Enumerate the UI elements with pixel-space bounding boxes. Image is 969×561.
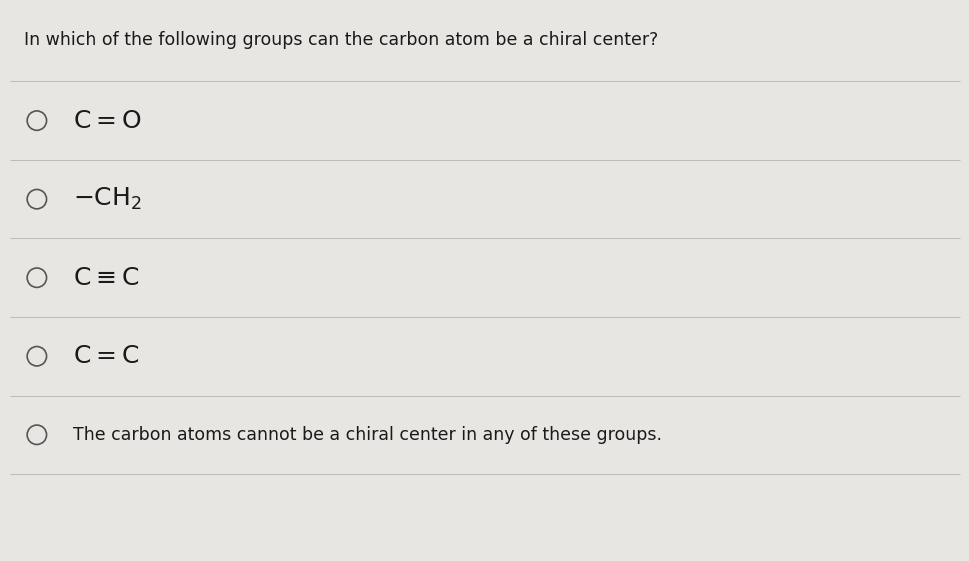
Text: $\mathdefault{C{=}C}$: $\mathdefault{C{=}C}$	[73, 344, 139, 368]
Text: $\mathdefault{C{\equiv}C}$: $\mathdefault{C{\equiv}C}$	[73, 266, 139, 289]
Text: The carbon atoms cannot be a chiral center in any of these groups.: The carbon atoms cannot be a chiral cent…	[73, 426, 661, 444]
Text: $\mathdefault{C{=}O}$: $\mathdefault{C{=}O}$	[73, 109, 141, 132]
Text: $\mathdefault{-CH_2}$: $\mathdefault{-CH_2}$	[73, 186, 141, 212]
Text: In which of the following groups can the carbon atom be a chiral center?: In which of the following groups can the…	[24, 31, 658, 49]
